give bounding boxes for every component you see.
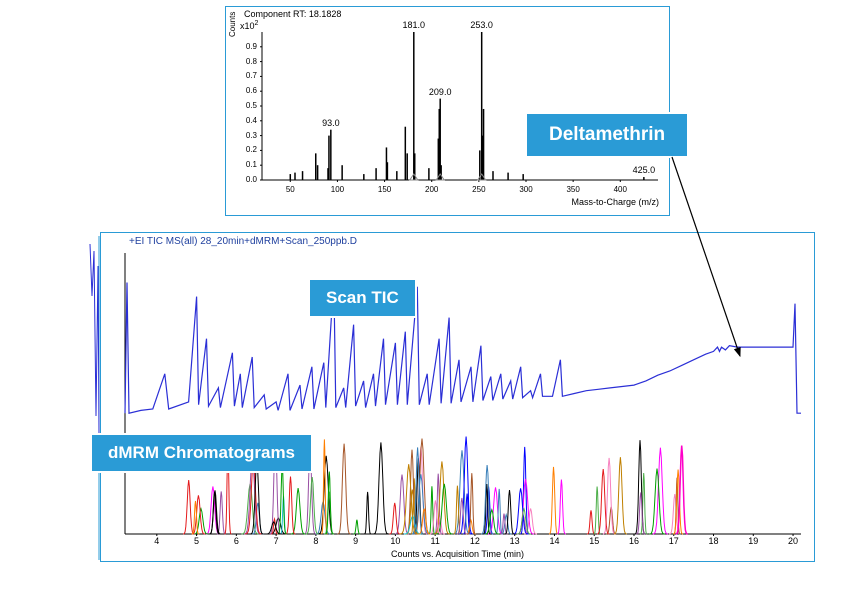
scan-tic-label: Scan TIC bbox=[308, 278, 417, 318]
dmrm-label: dMRM Chromatograms bbox=[90, 433, 313, 473]
left-stub-plot bbox=[88, 236, 100, 560]
mass-spectrum-panel: Component RT: 18.1828 Counts x102 0.00.1… bbox=[225, 6, 670, 216]
ms-y-unit: x102 bbox=[240, 20, 258, 31]
deltamethrin-label: Deltamethrin bbox=[525, 112, 689, 158]
chromatogram-chart bbox=[123, 251, 803, 536]
ms-y-axis-label: Counts bbox=[228, 12, 237, 37]
chrom-header: +EI TIC MS(all) 28_20min+dMRM+Scan_250pp… bbox=[129, 236, 357, 247]
ms-title: Component RT: 18.1828 bbox=[244, 9, 341, 19]
ms-x-axis-label: Mass-to-Charge (m/z) bbox=[571, 197, 659, 207]
mass-spectrum-chart bbox=[260, 22, 660, 182]
chromatogram-panel: +EI TIC MS(all) 28_20min+dMRM+Scan_250pp… bbox=[100, 232, 815, 562]
chrom-x-axis-label: Counts vs. Acquisition Time (min) bbox=[391, 549, 524, 559]
